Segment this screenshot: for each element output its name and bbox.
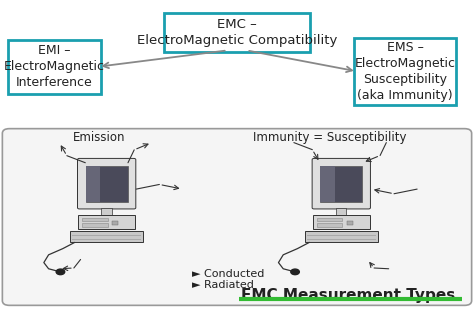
Bar xyxy=(307,239,375,240)
Bar xyxy=(112,221,118,225)
Bar xyxy=(82,223,108,227)
FancyBboxPatch shape xyxy=(164,13,310,52)
Bar xyxy=(78,215,135,229)
Bar xyxy=(313,215,370,229)
FancyBboxPatch shape xyxy=(354,38,456,105)
Bar xyxy=(70,231,143,242)
FancyBboxPatch shape xyxy=(78,158,136,209)
Bar xyxy=(317,218,342,221)
Text: EMS –
ElectroMagnetic
Susceptibility
(aka Immunity): EMS – ElectroMagnetic Susceptibility (ak… xyxy=(355,41,456,102)
Bar xyxy=(82,218,108,221)
Bar xyxy=(336,208,346,215)
Bar xyxy=(86,166,100,202)
Bar xyxy=(101,208,112,215)
Bar xyxy=(86,166,128,202)
Bar xyxy=(72,239,141,240)
Bar xyxy=(307,235,375,236)
Text: EMI –
ElectroMagnetic
Interference: EMI – ElectroMagnetic Interference xyxy=(4,44,105,89)
Bar xyxy=(304,231,378,242)
Circle shape xyxy=(291,269,300,275)
Text: EMC Measurement Types: EMC Measurement Types xyxy=(241,288,456,303)
Bar xyxy=(320,166,362,202)
Bar xyxy=(347,221,353,225)
Text: ► Conducted: ► Conducted xyxy=(192,269,264,279)
Bar xyxy=(320,166,335,202)
Bar xyxy=(317,223,342,227)
Circle shape xyxy=(56,269,65,275)
FancyBboxPatch shape xyxy=(312,158,370,209)
Text: Immunity = Susceptibility: Immunity = Susceptibility xyxy=(253,131,406,144)
Text: ► Radiated: ► Radiated xyxy=(192,280,254,290)
Bar xyxy=(72,235,141,236)
Text: EMC –
ElectroMagnetic Compatibility: EMC – ElectroMagnetic Compatibility xyxy=(137,18,337,47)
Text: Emission: Emission xyxy=(73,131,126,144)
FancyBboxPatch shape xyxy=(2,129,472,305)
FancyBboxPatch shape xyxy=(9,39,100,94)
